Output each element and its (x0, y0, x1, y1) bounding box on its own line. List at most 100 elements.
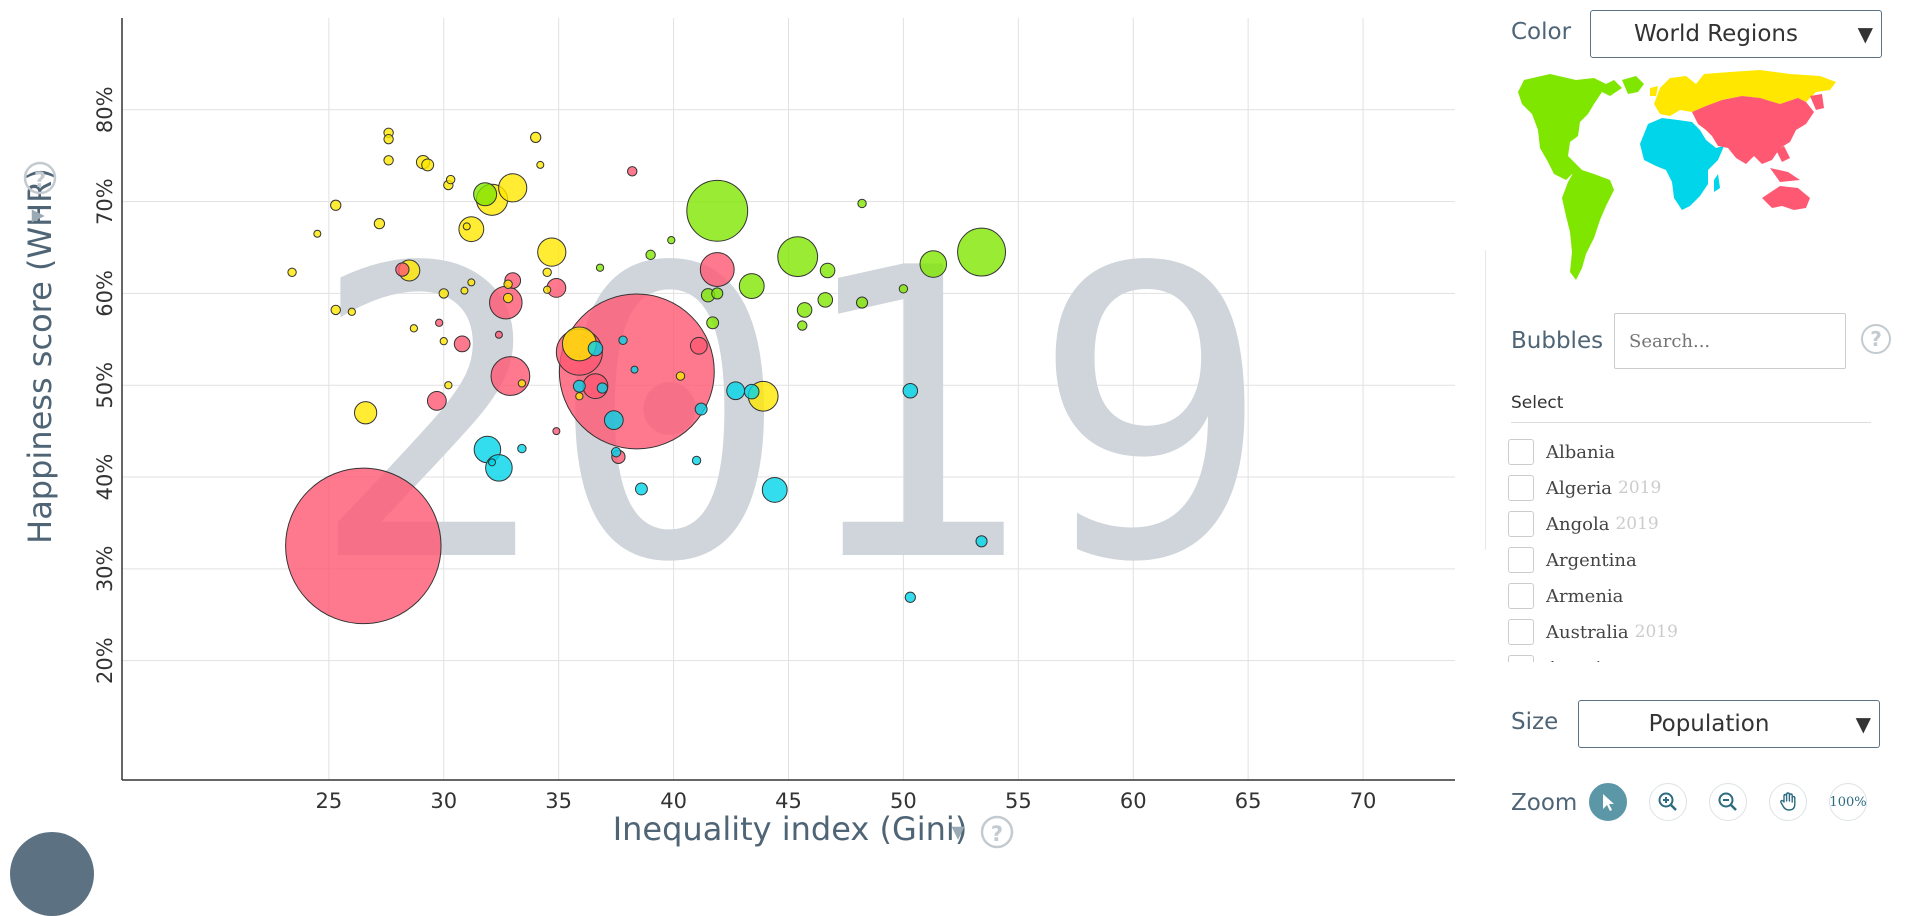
bubble-asia[interactable] (426, 390, 447, 411)
map-region-africa[interactable] (1640, 118, 1724, 210)
bubble-americas[interactable] (919, 250, 948, 278)
bubble-africa[interactable] (517, 443, 527, 454)
bubble-europe[interactable] (517, 379, 527, 388)
bubble-europe[interactable] (438, 288, 449, 299)
country-checkbox[interactable] (1508, 547, 1534, 573)
bubble-americas[interactable] (817, 292, 834, 308)
country-list-item[interactable]: Algeria 2019 (1508, 470, 1868, 506)
bubble-asia[interactable] (689, 336, 708, 355)
bubble-europe[interactable] (330, 199, 342, 211)
bubble-americas[interactable] (898, 284, 909, 294)
bubble-africa[interactable] (691, 455, 702, 466)
y-axis-dropdown-arrow[interactable]: ▾ (22, 209, 52, 222)
bubble-africa[interactable] (603, 410, 624, 431)
map-region-americas[interactable] (1518, 74, 1644, 280)
bubble-africa[interactable] (694, 402, 708, 416)
country-list-item[interactable]: Austria (1508, 650, 1868, 662)
bubble-africa[interactable] (485, 454, 513, 482)
country-list-item[interactable]: Armenia (1508, 578, 1868, 614)
bubble-europe[interactable] (530, 131, 542, 143)
bubble-americas[interactable] (667, 236, 676, 245)
bubble-europe[interactable] (502, 292, 514, 304)
pan-hand-button[interactable] (1769, 783, 1807, 821)
zoom-reset-button[interactable]: 100% (1829, 783, 1867, 821)
country-checkbox[interactable] (1508, 511, 1534, 537)
bubble-europe[interactable] (536, 160, 545, 169)
bubbles-help-icon[interactable]: ? (1861, 324, 1891, 354)
bubble-europe[interactable] (467, 278, 476, 287)
country-list-item[interactable]: Argentina (1508, 542, 1868, 578)
bubble-africa[interactable] (596, 382, 608, 394)
bubble-africa[interactable] (610, 447, 622, 458)
bubble-africa[interactable] (743, 383, 760, 400)
y-axis-help-icon[interactable]: ? (23, 161, 57, 195)
bubble-europe[interactable] (354, 401, 378, 425)
map-region-europe[interactable] (1650, 70, 1836, 116)
bubble-europe[interactable] (347, 307, 356, 316)
bubble-americas[interactable] (595, 263, 605, 272)
bubble-americas[interactable] (738, 273, 765, 300)
map-region-asia[interactable] (1692, 94, 1824, 210)
bubble-europe[interactable] (439, 337, 448, 346)
y-axis-title[interactable]: Happiness score (WHR) (21, 168, 59, 544)
bubble-europe[interactable] (542, 267, 552, 278)
bubble-europe[interactable] (421, 158, 435, 172)
bubble-europe[interactable] (287, 267, 297, 278)
country-list[interactable]: Albania Algeria 2019 Angola 2019 Argentina Arm… (1508, 434, 1868, 662)
country-checkbox[interactable] (1508, 439, 1534, 465)
bubble-africa[interactable] (587, 340, 604, 357)
country-list-item[interactable]: Albania (1508, 434, 1868, 470)
bubble-africa[interactable] (761, 476, 788, 503)
country-checkbox[interactable] (1508, 619, 1534, 645)
bubble-europe[interactable] (543, 285, 552, 294)
bubble-americas[interactable] (686, 179, 749, 242)
bubble-europe[interactable] (383, 133, 394, 145)
bubble-europe[interactable] (460, 286, 469, 295)
bubble-africa[interactable] (572, 379, 586, 393)
bubble-africa[interactable] (726, 381, 746, 401)
country-list-item[interactable]: Australia 2019 (1508, 614, 1868, 650)
bubble-asia[interactable] (552, 427, 561, 436)
bubble-asia[interactable] (435, 318, 444, 327)
x-axis-help-icon[interactable]: ? (980, 815, 1014, 849)
bubble-europe[interactable] (330, 304, 341, 316)
bubble-asia[interactable] (494, 330, 503, 339)
country-checkbox[interactable] (1508, 583, 1534, 609)
bubble-africa[interactable] (630, 365, 639, 374)
country-checkbox[interactable] (1508, 475, 1534, 501)
bubble-americas[interactable] (797, 320, 808, 331)
bubble-americas[interactable] (957, 227, 1006, 277)
bubble-europe[interactable] (462, 222, 471, 231)
bubble-europe[interactable] (383, 155, 394, 166)
bubble-africa[interactable] (634, 482, 648, 496)
bubble-americas[interactable] (819, 262, 836, 279)
bubble-europe[interactable] (537, 237, 567, 267)
bubble-americas[interactable] (855, 296, 869, 309)
bubble-search-input[interactable] (1614, 313, 1846, 369)
bubble-europe[interactable] (409, 324, 419, 333)
bubble-asia[interactable] (699, 252, 735, 287)
bubble-asia[interactable] (285, 467, 442, 625)
x-axis-title[interactable]: Inequality index (Gini) (613, 810, 968, 848)
bubble-europe[interactable] (444, 381, 453, 390)
zoom-out-button[interactable] (1709, 783, 1747, 821)
bubble-africa[interactable] (902, 382, 919, 399)
bubble-europe[interactable] (373, 218, 386, 230)
country-checkbox[interactable] (1508, 655, 1534, 662)
zoom-pointer-button[interactable] (1589, 783, 1627, 821)
bubble-americas[interactable] (473, 182, 498, 207)
bubble-africa[interactable] (975, 535, 988, 548)
bubble-americas[interactable] (796, 302, 813, 318)
bubble-europe[interactable] (498, 173, 528, 203)
color-dropdown[interactable]: World Regions ▼ (1590, 10, 1882, 58)
bubble-americas[interactable] (711, 287, 724, 300)
size-dropdown[interactable]: Population ▼ (1578, 700, 1880, 748)
bubble-asia[interactable] (453, 335, 471, 353)
bubble-asia[interactable] (490, 356, 531, 396)
bubble-europe[interactable] (575, 392, 584, 401)
bubble-europe[interactable] (675, 371, 686, 381)
bubble-europe[interactable] (458, 216, 485, 243)
bubble-africa[interactable] (618, 335, 628, 345)
play-button[interactable] (10, 832, 94, 916)
zoom-in-button[interactable] (1649, 783, 1687, 821)
